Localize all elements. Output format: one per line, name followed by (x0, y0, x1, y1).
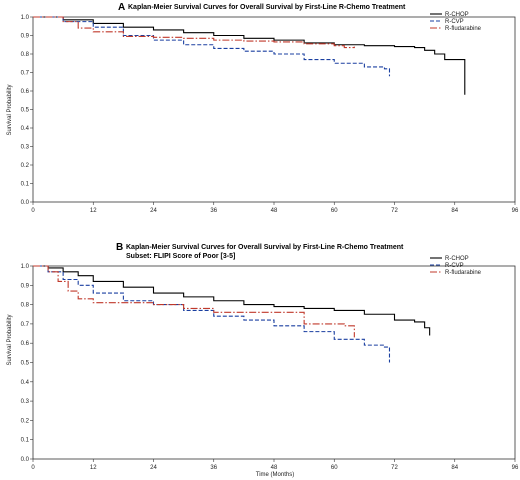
plot-frame (32, 265, 516, 460)
series-line-r-fludarabine (33, 265, 355, 338)
panel-letter: A (118, 2, 125, 13)
y-tick-label: 0.0 (21, 200, 30, 206)
x-tick-label: 0 (31, 465, 35, 471)
x-tick-label: 48 (271, 465, 278, 471)
y-tick-label: 0.2 (21, 418, 30, 424)
chart-panel-b: B Kaplan-Meier Survival Curves for Overa… (7, 242, 519, 478)
x-tick-label: 12 (90, 208, 97, 214)
y-tick-label: 0.9 (21, 34, 30, 40)
y-tick-label: 0.5 (21, 361, 30, 367)
series-line-r-chop (33, 265, 431, 336)
x-tick-label: 84 (451, 208, 458, 214)
legend-label-r-chop: R-CHOP (445, 12, 469, 18)
legend-label-r-cvp: R-CVP (445, 263, 464, 269)
x-tick-label: 96 (512, 465, 519, 471)
y-tick-label: 0.5 (21, 108, 30, 114)
x-tick-label: 24 (150, 208, 157, 214)
y-tick-label: 0.9 (21, 283, 30, 289)
y-tick-label: 0.7 (21, 322, 30, 328)
plot-frame (32, 16, 516, 203)
x-tick-label: 72 (391, 465, 398, 471)
y-tick-label: 0.4 (21, 126, 30, 132)
y-tick-label: 0.6 (21, 89, 30, 95)
x-tick-label: 36 (210, 208, 217, 214)
x-tick-label: 84 (451, 465, 458, 471)
x-axis-label: Time (Months) (256, 472, 294, 478)
x-tick-label: 96 (512, 208, 519, 214)
y-tick-label: 1.0 (21, 15, 30, 21)
y-tick-label: 0.7 (21, 71, 30, 77)
y-axis-label: Survival Probability (7, 84, 13, 135)
y-tick-label: 0.4 (21, 380, 30, 386)
chart-panel-a: A Kaplan-Meier Survival Curves for Overa… (7, 2, 519, 214)
x-tick-label: 12 (90, 465, 97, 471)
x-tick-label: 60 (331, 465, 338, 471)
y-tick-label: 0.8 (21, 52, 30, 58)
x-tick-label: 0 (31, 208, 35, 214)
legend-label-r-fludarabine: R-fludarabine (445, 26, 482, 32)
series-line-r-cvp (33, 265, 391, 363)
y-tick-label: 0.1 (21, 438, 30, 444)
y-axis-label: Survival Probability (7, 314, 13, 365)
x-tick-label: 24 (150, 465, 157, 471)
y-tick-label: 0.6 (21, 341, 30, 347)
y-tick-label: 0.3 (21, 145, 30, 151)
x-tick-label: 48 (271, 208, 278, 214)
y-tick-label: 0.0 (21, 457, 30, 463)
x-tick-label: 60 (331, 208, 338, 214)
y-tick-label: 0.8 (21, 303, 30, 309)
y-tick-label: 0.1 (21, 182, 30, 188)
chart-title: Kaplan-Meier Survival Curves for Overall… (126, 244, 404, 251)
y-tick-label: 1.0 (21, 264, 30, 270)
legend-label-r-fludarabine: R-fludarabine (445, 270, 482, 276)
y-tick-label: 0.2 (21, 163, 30, 169)
panel-letter: B (116, 242, 123, 253)
legend-label-r-cvp: R-CVP (445, 19, 464, 25)
y-tick-label: 0.3 (21, 399, 30, 405)
x-tick-label: 72 (391, 208, 398, 214)
chart-subtitle: Subset: FLIPI Score of Poor [3-5] (126, 253, 235, 260)
legend-label-r-chop: R-CHOP (445, 256, 469, 262)
x-tick-label: 36 (210, 465, 217, 471)
chart-title: Kaplan-Meier Survival Curves for Overall… (128, 4, 406, 11)
series-line-r-fludarabine (33, 16, 355, 49)
series-line-r-chop (33, 16, 466, 95)
series-line-r-cvp (33, 16, 391, 77)
